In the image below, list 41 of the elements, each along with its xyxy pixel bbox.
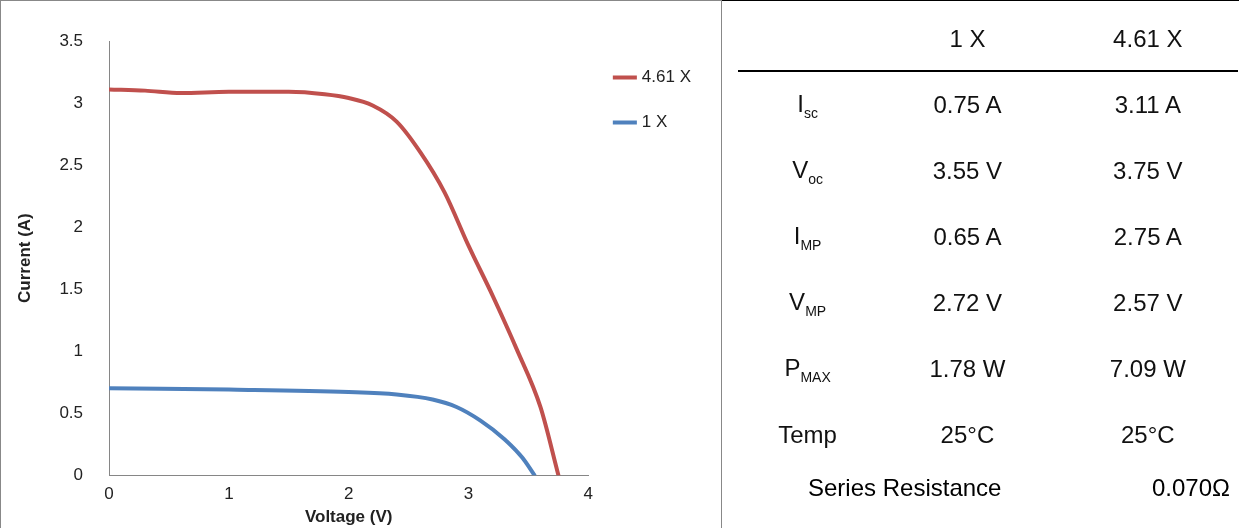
category-label: I$_{sc}$ bbox=[797, 89, 818, 121]
y-tick-label: 1.5 bbox=[59, 278, 84, 298]
x-tick-label: 2 bbox=[343, 484, 354, 504]
text: Series Resistance bbox=[808, 474, 1002, 502]
text: 3.75 V bbox=[1113, 157, 1183, 184]
x-tick-label: 3 bbox=[463, 484, 474, 504]
category-label: I$_{MP}$ bbox=[793, 221, 822, 253]
category-label: P$_{MAX}$ bbox=[784, 353, 831, 385]
legend-label: 4.61 X bbox=[641, 67, 692, 87]
line-series bbox=[109, 87, 561, 476]
y-tick-label: 3 bbox=[73, 92, 84, 112]
y-tick-label: 2.5 bbox=[59, 154, 84, 174]
y-tick-label: 3.5 bbox=[59, 30, 84, 50]
text: 1.78 W bbox=[929, 355, 1006, 382]
y-tick-label: 0.5 bbox=[59, 402, 84, 422]
y-tick-label: 0 bbox=[73, 464, 84, 484]
category-label: 4.61 X bbox=[1057, 8, 1238, 71]
text: 0.65 A bbox=[933, 223, 1002, 250]
text: 0.070Ω bbox=[1152, 474, 1230, 502]
text: 2.72 V bbox=[932, 289, 1003, 316]
text: 25°C bbox=[940, 421, 995, 448]
category-label: V$_{oc}$ bbox=[792, 155, 824, 187]
text: 3.11 A bbox=[1114, 91, 1181, 118]
text: 3.55 V bbox=[932, 157, 1003, 184]
x-axis-title: Voltage (V) bbox=[304, 507, 393, 527]
category-label: 1 X bbox=[877, 8, 1058, 71]
text: 2.57 V bbox=[1113, 289, 1183, 316]
line-series bbox=[109, 386, 537, 476]
y-axis-title: Current (A) bbox=[14, 213, 34, 303]
legend-label: 1 X bbox=[641, 112, 668, 132]
category-label: V$_{MP}$ bbox=[789, 287, 827, 319]
x-tick-label: 4 bbox=[583, 484, 594, 504]
category-label: Temp bbox=[778, 421, 837, 448]
x-tick-label: 0 bbox=[104, 484, 114, 504]
y-tick-label: 1 bbox=[73, 340, 84, 360]
x-tick-label: 1 bbox=[224, 484, 234, 504]
text: 7.09 W bbox=[1109, 355, 1186, 382]
y-tick-label: 2 bbox=[73, 216, 84, 236]
text: 2.75 A bbox=[1113, 223, 1182, 250]
text: 0.75 A bbox=[933, 91, 1002, 118]
text: 25°C bbox=[1120, 421, 1175, 448]
